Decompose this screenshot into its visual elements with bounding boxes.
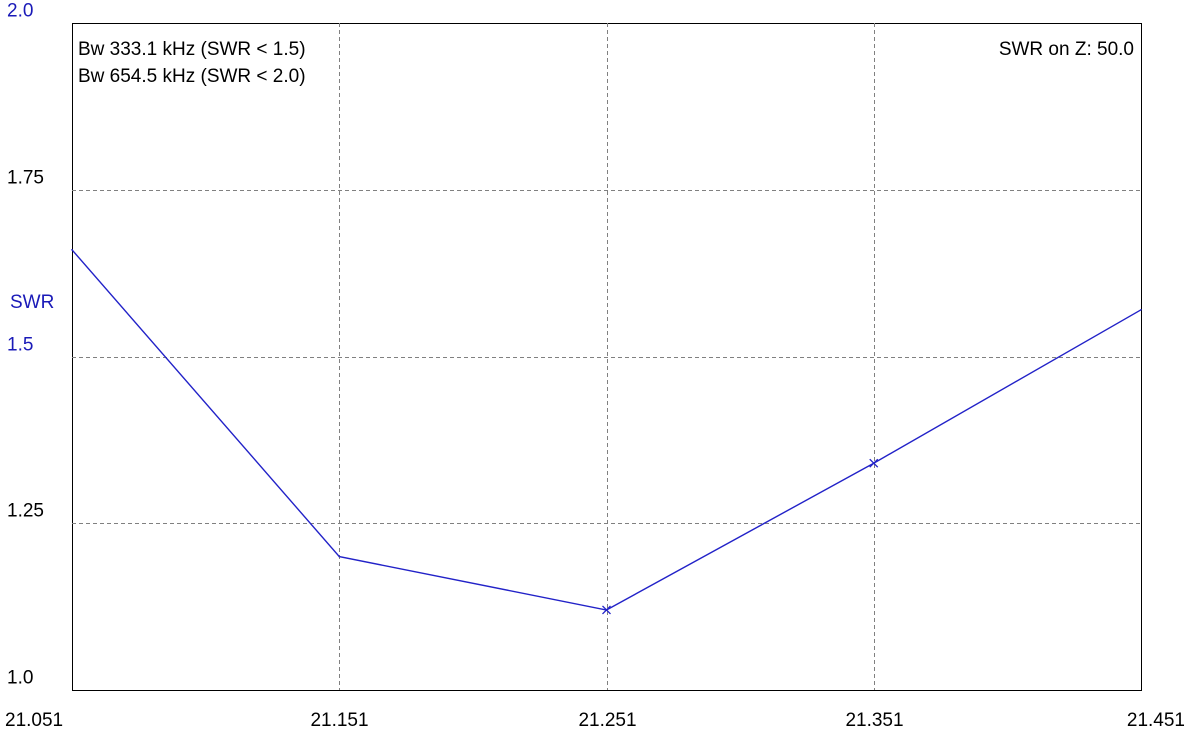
bandwidth-annotation-2: Bw 654.5 kHz (SWR < 2.0) (78, 66, 306, 87)
x-tick-label: 21.251 (578, 710, 636, 731)
x-axis-ticks: 21.051 21.151 21.251 21.351 21.451 (5, 710, 1185, 731)
y-tick-label: 1.0 (7, 668, 33, 689)
data-point (1140, 309, 1142, 311)
y-tick-label: 1.25 (7, 501, 44, 522)
y-tick-label: 1.75 (7, 168, 44, 189)
data-point (71, 249, 73, 251)
y-tick-label: 1.5 (7, 335, 33, 356)
y-axis-ticks: 1.0 1.25 1.5 1.75 2.0 (7, 1, 44, 689)
x-tick-label: 21.451 (1127, 710, 1185, 731)
x-tick-label: 21.151 (310, 710, 368, 731)
data-point (339, 556, 341, 558)
impedance-annotation: SWR on Z: 50.0 (999, 39, 1134, 60)
bandwidth-annotation-1: Bw 333.1 kHz (SWR < 1.5) (78, 39, 306, 60)
y-axis-label: SWR (10, 292, 54, 313)
x-tick-label: 21.351 (845, 710, 903, 731)
x-tick-label: 21.051 (5, 710, 63, 731)
y-tick-label: 2.0 (7, 1, 33, 22)
